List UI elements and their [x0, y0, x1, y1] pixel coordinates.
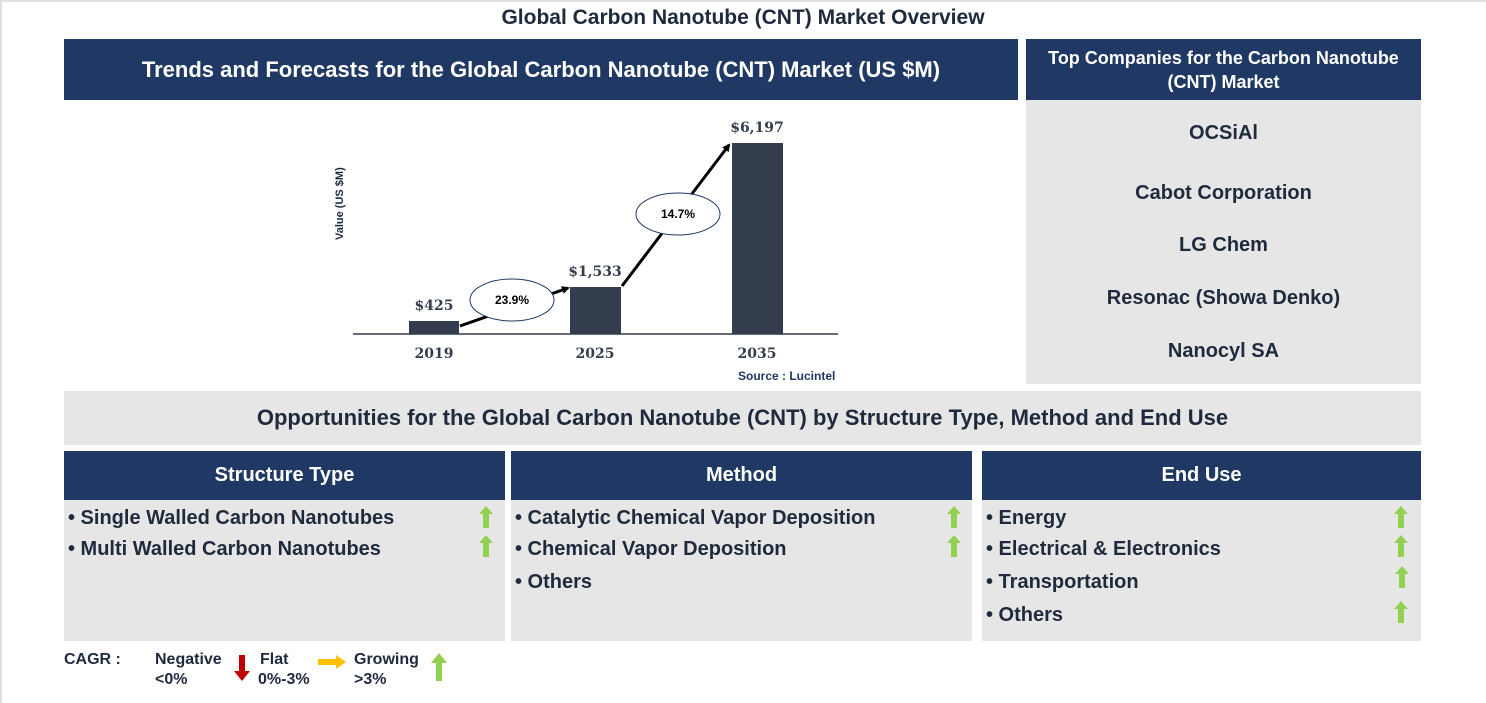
page-title: Global Carbon Nanotube (CNT) Market Over… — [501, 6, 985, 29]
legend-growing: Growing >3% — [354, 650, 419, 690]
legend-growing-name: Growing — [354, 651, 419, 668]
y-axis-label: Value (US $M) — [334, 167, 346, 240]
bar-2035 — [732, 143, 783, 334]
list-item: • Energy — [986, 507, 1067, 529]
list-item: • Multi Walled Carbon Nanotubes — [68, 538, 381, 560]
growing-arrow-icon — [947, 506, 961, 528]
cagr-bubble-2 — [635, 192, 721, 236]
cagr-bubble-1 — [469, 278, 555, 322]
cagr-label-1: 23.9% — [494, 293, 530, 307]
x-tick-2035: 2035 — [737, 346, 777, 362]
down-arrow-icon — [234, 655, 250, 681]
company-item: Resonac (Showa Denko) — [1106, 287, 1341, 309]
legend-flat-name: Flat — [260, 651, 289, 668]
companies-list: OCSiAl Cabot Corporation LG Chem Resonac… — [1026, 100, 1421, 384]
right-arrow-icon — [318, 655, 346, 669]
growing-arrow-icon — [479, 506, 493, 528]
x-tick-2025: 2025 — [575, 346, 615, 362]
growing-arrow-icon — [1394, 601, 1408, 623]
bar-2019 — [409, 321, 459, 334]
legend-flat: Flat 0%-3% — [258, 650, 310, 690]
growing-arrow-icon — [1394, 506, 1408, 528]
bar-2025 — [570, 287, 621, 334]
trends-header: Trends and Forecasts for the Global Carb… — [64, 39, 1018, 100]
legend-flat-range: 0%-3% — [258, 671, 310, 688]
x-tick-2019: 2019 — [414, 346, 454, 362]
company-item: Cabot Corporation — [1135, 182, 1312, 204]
legend-growing-range: >3% — [354, 671, 387, 688]
value-label-2019: $425 — [414, 298, 454, 314]
cagr-label-2: 14.7% — [660, 207, 696, 221]
list-item: • Others — [515, 571, 593, 593]
opportunities-banner: Opportunities for the Global Carbon Nano… — [64, 391, 1421, 445]
list-item: • Transportation — [986, 571, 1139, 593]
list-item: • Catalytic Chemical Vapor Deposition — [515, 507, 876, 529]
value-label-2025: $1,533 — [568, 264, 622, 280]
legend-negative-name: Negative — [155, 651, 222, 668]
column-header: End Use — [982, 451, 1421, 500]
growing-arrow-icon — [1395, 566, 1409, 588]
company-item: LG Chem — [1179, 234, 1268, 256]
column-header: Method — [511, 451, 972, 500]
list-item: • Single Walled Carbon Nanotubes — [68, 507, 395, 529]
growing-arrow-icon — [479, 535, 493, 557]
list-item: • Chemical Vapor Deposition — [515, 538, 787, 560]
value-label-2035: $6,197 — [730, 120, 784, 136]
structure-type-column: Structure Type • Single Walled Carbon Na… — [64, 451, 505, 641]
list-item: • Others — [986, 604, 1064, 626]
company-item: Nanocyl SA — [1167, 340, 1280, 362]
list-item: • Electrical & Electronics — [986, 538, 1221, 560]
companies-header: Top Companies for the Carbon Nanotube (C… — [1026, 39, 1421, 100]
column-header: Structure Type — [64, 451, 505, 500]
legend-label: CAGR : — [64, 651, 121, 668]
legend-negative-range: <0% — [155, 671, 188, 688]
end-use-column: End Use • Energy • Electrical & Electron… — [982, 451, 1421, 641]
source-label: Source : Lucintel — [738, 369, 836, 383]
method-column: Method • Catalytic Chemical Vapor Deposi… — [511, 451, 972, 641]
company-item: OCSiAl — [1189, 122, 1258, 144]
growing-arrow-icon — [1394, 535, 1408, 557]
growing-arrow-icon — [947, 535, 961, 557]
legend-negative: Negative <0% — [155, 650, 222, 690]
up-arrow-icon — [431, 653, 447, 681]
